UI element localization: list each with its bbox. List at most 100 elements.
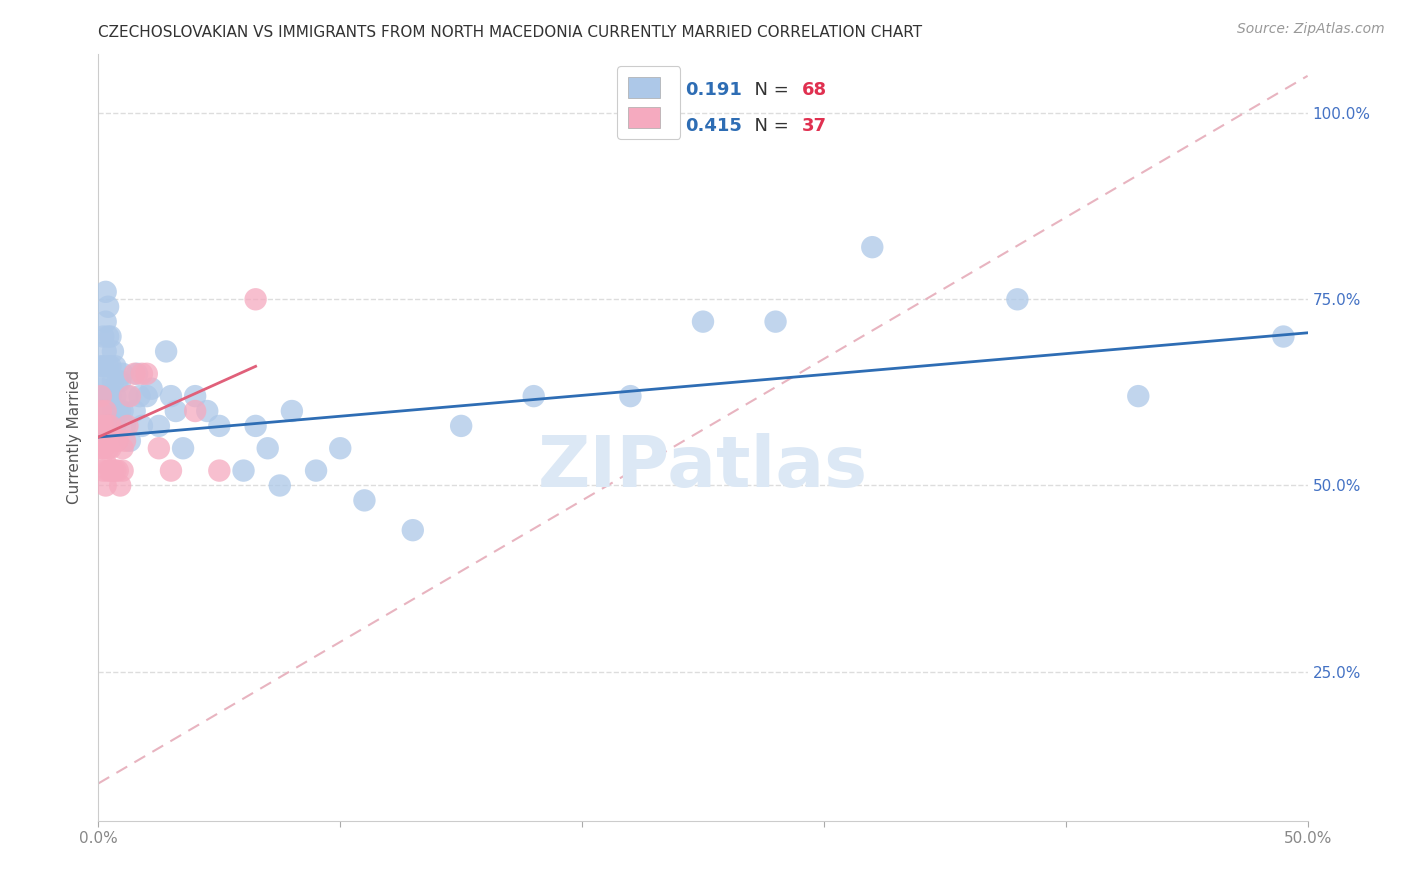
Point: [107, 434, 129, 448]
Point: [100, 418, 122, 433]
Point: [402, 523, 425, 537]
Point: [860, 240, 883, 254]
Point: [90, 404, 112, 418]
Point: [101, 344, 124, 359]
Point: [135, 389, 157, 403]
Point: [101, 434, 124, 448]
Text: CZECHOSLOVAKIAN VS IMMIGRANTS FROM NORTH MACEDONIA CURRENTLY MARRIED CORRELATION: CZECHOSLOVAKIAN VS IMMIGRANTS FROM NORTH…: [98, 25, 922, 40]
Point: [269, 478, 291, 492]
Point: [256, 442, 278, 456]
Point: [108, 404, 131, 418]
Point: [100, 442, 122, 456]
Point: [107, 374, 129, 388]
Point: [765, 315, 787, 329]
Point: [111, 442, 134, 456]
Point: [100, 329, 122, 343]
Point: [91, 389, 114, 403]
Point: [208, 464, 231, 478]
Point: [155, 344, 177, 359]
Point: [97, 389, 120, 403]
Point: [91, 442, 114, 456]
Point: [107, 404, 129, 418]
Point: [100, 389, 122, 403]
Point: [104, 434, 127, 448]
Text: N =: N =: [744, 81, 794, 99]
Point: [523, 389, 546, 403]
Text: 0.191: 0.191: [685, 81, 742, 99]
Text: R =: R =: [634, 117, 673, 135]
Point: [94, 478, 117, 492]
Point: [111, 464, 134, 478]
Point: [97, 359, 120, 374]
Y-axis label: Currently Married: Currently Married: [67, 370, 83, 504]
Point: [97, 464, 120, 478]
Point: [329, 442, 352, 456]
Point: [100, 359, 122, 374]
Point: [94, 404, 117, 418]
Point: [1007, 293, 1029, 307]
Text: ZIPatlas: ZIPatlas: [538, 434, 868, 502]
Text: 0.415: 0.415: [685, 117, 742, 135]
Point: [111, 367, 134, 381]
Point: [90, 404, 112, 418]
Point: [281, 404, 304, 418]
Point: [184, 404, 207, 418]
Point: [127, 367, 149, 381]
Point: [117, 389, 139, 403]
Point: [245, 418, 267, 433]
Point: [97, 300, 120, 314]
Point: [90, 382, 112, 396]
Point: [232, 464, 254, 478]
Point: [108, 478, 131, 492]
Point: [692, 315, 714, 329]
Point: [131, 418, 153, 433]
Point: [195, 404, 218, 418]
Point: [90, 359, 112, 374]
Point: [91, 418, 114, 433]
Point: [90, 442, 112, 456]
Text: Source: ZipAtlas.com: Source: ZipAtlas.com: [1237, 22, 1385, 37]
Text: 37: 37: [801, 117, 827, 135]
Point: [91, 329, 114, 343]
Point: [91, 464, 114, 478]
Point: [104, 359, 127, 374]
Point: [97, 442, 120, 456]
Point: [104, 418, 127, 433]
Point: [94, 434, 117, 448]
Point: [124, 404, 146, 418]
Point: [101, 374, 124, 388]
Point: [101, 464, 124, 478]
Point: [101, 404, 124, 418]
Point: [245, 293, 267, 307]
Point: [91, 418, 114, 433]
Point: [97, 418, 120, 433]
Text: 68: 68: [801, 81, 827, 99]
Point: [97, 329, 120, 343]
Point: [117, 418, 139, 433]
Point: [172, 442, 194, 456]
Point: [128, 389, 150, 403]
Text: R =: R =: [634, 81, 673, 99]
Point: [90, 389, 112, 403]
Point: [94, 344, 117, 359]
Point: [100, 464, 122, 478]
Point: [107, 464, 129, 478]
Point: [118, 434, 141, 448]
Point: [131, 367, 153, 381]
Point: [104, 389, 127, 403]
Point: [141, 382, 163, 396]
Point: [118, 389, 141, 403]
Point: [1128, 389, 1150, 403]
Point: [148, 418, 170, 433]
Point: [100, 418, 122, 433]
Point: [94, 285, 117, 299]
Point: [148, 442, 170, 456]
Point: [353, 493, 375, 508]
Point: [94, 374, 117, 388]
Point: [619, 389, 641, 403]
Point: [450, 418, 472, 433]
Text: N =: N =: [744, 117, 794, 135]
Point: [1272, 329, 1295, 343]
Point: [111, 404, 134, 418]
Point: [160, 389, 183, 403]
